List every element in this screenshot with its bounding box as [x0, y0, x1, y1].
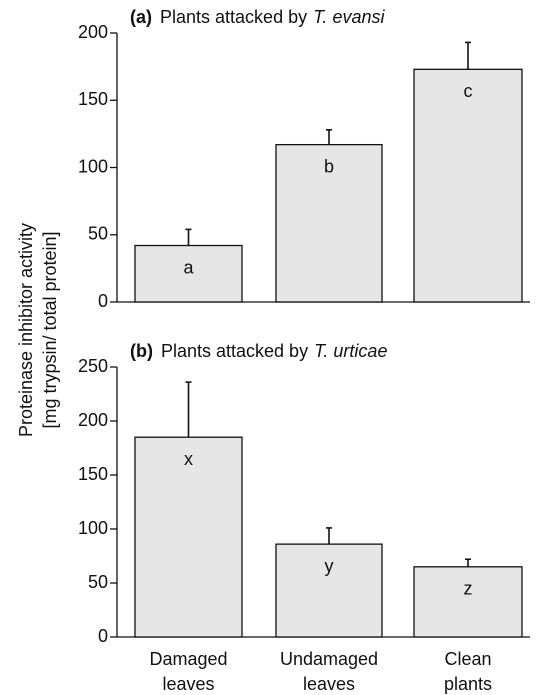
bar — [275, 543, 383, 638]
bar-annotation: y — [325, 556, 334, 576]
x-tick-label: Damaged leaves — [149, 649, 227, 694]
y-tick-label: 0 — [98, 626, 108, 646]
y-tick-label: 50 — [88, 572, 108, 592]
x-tick-label-line: Undamaged — [280, 649, 378, 669]
bar — [413, 68, 523, 303]
panel-label: (b) — [130, 341, 153, 361]
bar — [134, 244, 243, 303]
title-text: Plants attacked by — [160, 7, 307, 27]
y-axis-title-line: Proteinase inhibitor activity — [16, 223, 36, 437]
y-tick-label: 100 — [78, 156, 108, 176]
title-text: Plants attacked by — [161, 341, 308, 361]
y-tick-label: 250 — [78, 356, 108, 376]
title-species: T. urticae — [314, 341, 387, 361]
bar-annotation: c — [464, 81, 473, 101]
y-tick-label: 50 — [88, 224, 108, 244]
x-tick-label-line: Damaged — [149, 649, 227, 669]
y-axis-title: Proteinase inhibitor activity [mg trypsi… — [16, 223, 60, 437]
y-tick-label: 0 — [98, 291, 108, 311]
bar — [413, 566, 523, 638]
y-axis-title-line: [mg trypsin/ total protein] — [40, 231, 60, 428]
y-tick-label: 150 — [78, 464, 108, 484]
chart-title: (a) Plants attacked by T. evansi — [130, 7, 385, 27]
x-tick-label-line: leaves — [303, 674, 355, 694]
bar — [134, 436, 243, 638]
bar — [275, 143, 383, 303]
x-tick-label-line: plants — [444, 674, 492, 694]
y-tick-label: 200 — [78, 410, 108, 430]
bar-annotation: x — [184, 449, 193, 469]
y-tick-label: 200 — [78, 22, 108, 42]
title-species: T. evansi — [313, 7, 385, 27]
bar-annotation: z — [464, 579, 473, 599]
x-tick-label-line: leaves — [162, 674, 214, 694]
y-tick-label: 150 — [78, 89, 108, 109]
bar-annotation: a — [183, 257, 194, 277]
y-tick-label: 100 — [78, 518, 108, 538]
x-tick-label: Undamaged leaves — [280, 649, 378, 694]
bar-annotation: b — [324, 156, 334, 176]
panel-label: (a) — [130, 7, 152, 27]
x-tick-label-line: Clean — [444, 649, 491, 669]
x-tick-label: Clean plants — [444, 649, 492, 694]
chart-title: (b) Plants attacked by T. urticae — [130, 341, 387, 361]
